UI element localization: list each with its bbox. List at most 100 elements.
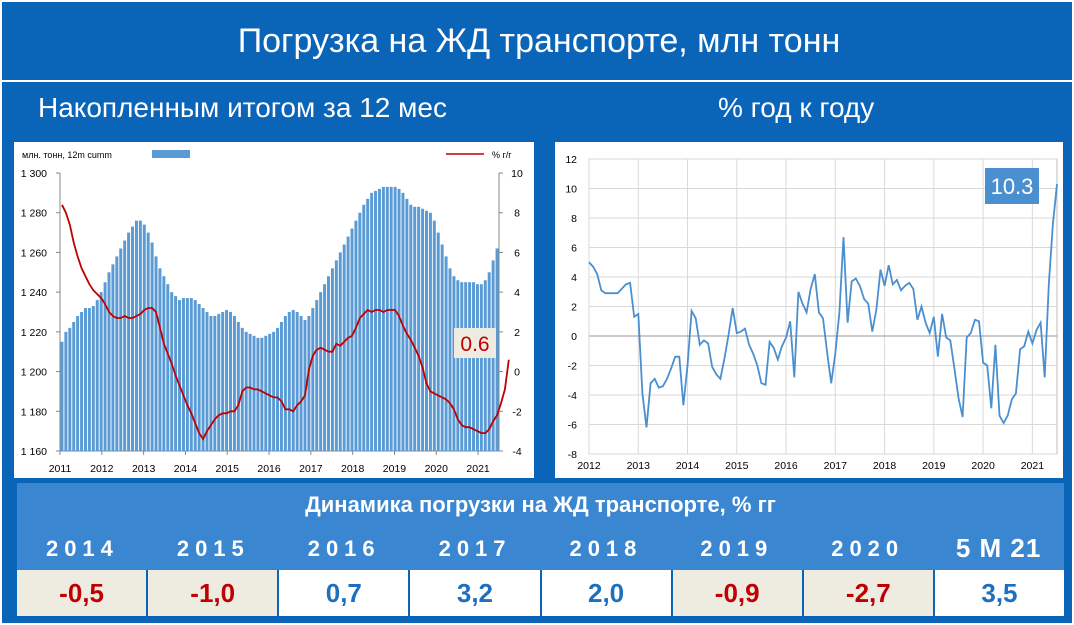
x-tick-label: 2012 bbox=[577, 460, 601, 472]
bar bbox=[209, 315, 213, 451]
bar bbox=[323, 284, 327, 451]
annotation-label: 10.3 bbox=[991, 174, 1034, 199]
bar bbox=[60, 341, 64, 451]
bar bbox=[385, 186, 389, 451]
bar bbox=[229, 312, 232, 451]
y-tick-label: 4 bbox=[571, 272, 577, 284]
x-tick-label: 2016 bbox=[257, 463, 281, 475]
bar bbox=[358, 212, 362, 451]
y-right-tick-label: -2 bbox=[512, 406, 521, 418]
table-year-cell: 2018 bbox=[569, 535, 643, 561]
bar bbox=[95, 300, 99, 451]
bar bbox=[248, 333, 252, 451]
bar bbox=[432, 220, 436, 451]
bar bbox=[319, 292, 323, 451]
bar bbox=[342, 244, 346, 451]
table-value-cell: -0,5 bbox=[17, 570, 147, 616]
table-title: Динамика погрузки на ЖД транспорте, % гг bbox=[17, 483, 1064, 527]
bar bbox=[181, 298, 185, 451]
bar bbox=[83, 308, 87, 451]
table-value-cell: 3,2 bbox=[410, 570, 540, 616]
bar bbox=[205, 312, 209, 451]
bar bbox=[64, 331, 68, 451]
y-right-tick-label: 0 bbox=[514, 367, 520, 379]
table-value-cell: 2,0 bbox=[541, 570, 671, 616]
bar bbox=[440, 244, 444, 451]
annotation-box bbox=[985, 168, 1039, 204]
bar bbox=[193, 300, 197, 451]
x-tick-label: 2019 bbox=[922, 460, 946, 472]
bar bbox=[197, 304, 201, 451]
bar bbox=[370, 192, 374, 451]
bar bbox=[232, 315, 236, 451]
y-tick-label: -2 bbox=[568, 361, 577, 373]
right-subtitle: % год к году bbox=[718, 92, 875, 123]
annotation-label: 0.6 bbox=[460, 333, 489, 356]
y-tick-label: 12 bbox=[565, 154, 577, 166]
y-tick-label: -6 bbox=[568, 420, 577, 432]
y-tick-label: 0 bbox=[571, 331, 577, 343]
bar bbox=[460, 282, 464, 451]
x-tick-label: 2016 bbox=[774, 460, 798, 472]
bar bbox=[295, 312, 299, 451]
bar bbox=[111, 264, 115, 451]
bar bbox=[303, 319, 307, 451]
bar bbox=[170, 292, 174, 451]
bar bbox=[350, 228, 354, 451]
bar bbox=[362, 204, 366, 451]
bar bbox=[334, 260, 338, 451]
y-tick-label: 2 bbox=[571, 302, 577, 314]
x-tick-label: 2021 bbox=[466, 463, 490, 475]
bar bbox=[138, 220, 142, 451]
x-tick-label: 2015 bbox=[725, 460, 749, 472]
bar bbox=[134, 220, 138, 451]
bar bbox=[338, 252, 342, 451]
bar bbox=[291, 310, 295, 451]
yoy-line bbox=[61, 204, 510, 441]
bar bbox=[283, 315, 287, 451]
bar bbox=[272, 331, 276, 451]
bar bbox=[393, 186, 397, 451]
bar bbox=[268, 333, 272, 451]
right-chart-panel: 12 10 8 6 4 2 0 -2 -4 -6 -8 2012 2013 2014 2015 2016 201… bbox=[555, 142, 1063, 478]
bar bbox=[72, 321, 76, 451]
bar bbox=[287, 312, 291, 451]
y-left-tick-label: 1 280 bbox=[21, 208, 47, 220]
bar bbox=[150, 242, 154, 451]
table-year-cell: 5 М 21 bbox=[955, 533, 1042, 563]
table-years-row: 2014 2015 2016 2017 2018 2019 2020 5 М 21 bbox=[17, 527, 1064, 570]
y-right-tick-label: 8 bbox=[514, 208, 520, 220]
bar bbox=[80, 312, 84, 451]
x-tick-label: 2017 bbox=[824, 460, 848, 472]
table-year-cell: 2019 bbox=[700, 535, 774, 561]
table-value-cell: 0,7 bbox=[279, 570, 409, 616]
bar bbox=[236, 321, 240, 451]
legend-bar-label: млн. тонн, 12m cumm bbox=[22, 150, 112, 160]
y-tick-label: 8 bbox=[571, 213, 577, 225]
bar bbox=[421, 208, 425, 451]
y-left-tick-label: 1 220 bbox=[21, 327, 47, 339]
y-right-tick-label: 10 bbox=[511, 168, 523, 180]
bar bbox=[91, 306, 95, 451]
bar bbox=[142, 224, 146, 451]
table-year-cell: 2020 bbox=[831, 535, 905, 561]
bar bbox=[154, 256, 158, 451]
y-right-tick-label: 6 bbox=[514, 247, 520, 259]
bar bbox=[260, 337, 264, 451]
bar bbox=[401, 192, 405, 451]
bar bbox=[315, 300, 319, 451]
bar bbox=[127, 232, 131, 451]
x-tick-label: 2020 bbox=[971, 460, 995, 472]
y-right-tick-label: 4 bbox=[514, 287, 520, 299]
x-tick-label: 2014 bbox=[676, 460, 700, 472]
bar bbox=[483, 280, 487, 451]
bar bbox=[452, 276, 456, 451]
bar bbox=[366, 198, 370, 451]
bar bbox=[225, 310, 229, 451]
y-left-tick-label: 1 240 bbox=[21, 287, 47, 299]
bar bbox=[123, 240, 127, 451]
bar bbox=[479, 284, 483, 451]
x-tick-label: 2012 bbox=[90, 463, 114, 475]
bar bbox=[178, 300, 182, 451]
